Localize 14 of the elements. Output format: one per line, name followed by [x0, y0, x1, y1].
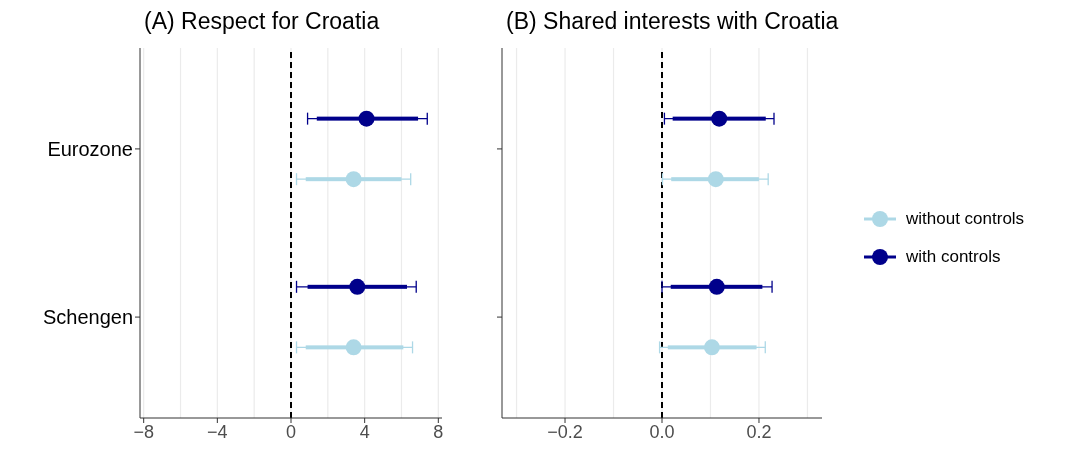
legend-label: without controls [906, 209, 1025, 229]
legend-label: with controls [906, 247, 1001, 267]
x-tick-label: 4 [359, 421, 370, 442]
chart-title: (B) Shared interests with Croatia [505, 8, 839, 36]
chart-title: (A) Respect for Croatia [143, 8, 381, 36]
x-tick-label: 0.2 [746, 421, 772, 442]
x-tick-label: 0 [285, 421, 297, 442]
x-tick-label: −4 [207, 421, 228, 442]
x-tick-label: 8 [433, 421, 444, 442]
x-tick-label: 0.0 [649, 421, 675, 442]
y-tick-label: Schengen [42, 306, 133, 329]
x-tick-label: −8 [133, 421, 154, 442]
x-tick-label: −0.2 [547, 421, 583, 442]
y-tick-label: Eurozone [47, 138, 133, 161]
